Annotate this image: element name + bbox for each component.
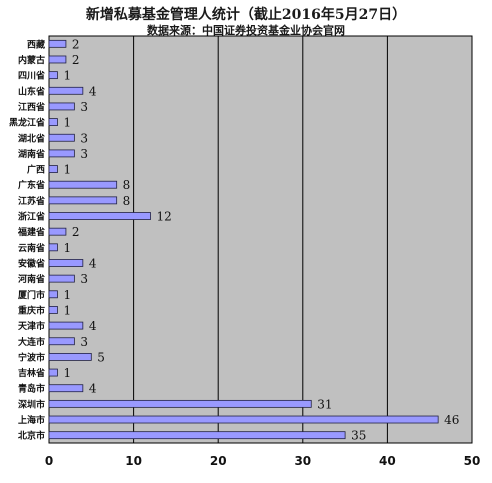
value-label-8: 1 [63, 163, 71, 177]
bar-19 [48, 337, 75, 346]
value-label-24: 46 [444, 413, 459, 427]
value-label-15: 3 [80, 272, 88, 286]
category-label-10: 江苏省 [18, 195, 45, 207]
category-label-6: 湖北省 [18, 132, 45, 144]
value-label-20: 5 [97, 350, 105, 364]
category-label-18: 天津市 [18, 320, 45, 332]
value-label-0: 2 [72, 37, 80, 51]
chart-subtitle: 数据来源：中国证券投资基金业协会官网 [147, 24, 345, 37]
value-label-13: 1 [63, 241, 71, 255]
bar-9 [48, 180, 118, 189]
chart-title: 新增私募基金管理人统计（截止2016年5月27日） [85, 7, 407, 23]
bar-7 [48, 149, 75, 158]
x-tick-label-4: 40 [379, 454, 396, 468]
category-label-13: 云南省 [18, 242, 45, 254]
category-label-11: 浙江省 [18, 211, 45, 223]
category-label-0: 西藏 [27, 38, 45, 50]
value-label-6: 3 [80, 131, 88, 145]
category-label-7: 湖南省 [18, 148, 45, 160]
bar-20 [48, 353, 92, 361]
value-label-5: 1 [63, 116, 71, 130]
value-label-23: 31 [317, 397, 332, 411]
value-label-18: 4 [89, 319, 97, 333]
category-label-14: 安徽省 [18, 257, 45, 269]
category-label-1: 内蒙古 [18, 54, 45, 66]
value-label-9: 8 [123, 178, 131, 192]
category-label-19: 大连市 [18, 336, 45, 348]
category-label-2: 四川省 [18, 70, 45, 82]
plot-area [48, 35, 473, 444]
category-label-5: 黑龙江省 [9, 117, 45, 129]
value-label-19: 3 [80, 335, 88, 349]
bar-4 [48, 102, 75, 111]
value-label-2: 1 [63, 69, 71, 83]
bar-15 [48, 274, 75, 283]
bar-3 [48, 86, 84, 95]
category-label-12: 福建省 [17, 226, 45, 238]
category-label-4: 江西省 [18, 101, 45, 113]
bar-6 [48, 133, 75, 142]
bar-5 [48, 118, 58, 126]
value-label-11: 12 [157, 210, 172, 224]
category-label-8: 广西 [27, 164, 45, 176]
category-label-25: 北京市 [18, 430, 45, 442]
value-label-14: 4 [89, 256, 97, 270]
category-label-24: 上海市 [18, 414, 45, 426]
x-tick-label-1: 10 [125, 454, 142, 468]
x-tick-label-2: 20 [210, 454, 227, 468]
bar-13 [48, 243, 58, 252]
x-tick-label-0: 0 [45, 454, 53, 468]
bar-24 [48, 415, 439, 424]
category-label-22: 青岛市 [18, 383, 45, 395]
x-tick-label-5: 50 [464, 454, 481, 468]
bar-2 [48, 71, 58, 80]
value-label-3: 4 [89, 84, 97, 98]
value-label-4: 3 [80, 100, 88, 114]
value-label-7: 3 [80, 147, 88, 161]
bar-23 [48, 399, 312, 408]
bar-18 [48, 321, 84, 330]
bar-21 [48, 368, 58, 377]
value-label-17: 1 [63, 303, 71, 317]
bar-10 [48, 196, 118, 205]
category-label-17: 重庆市 [18, 304, 45, 316]
bar-25 [48, 431, 346, 440]
bar-17 [48, 306, 58, 314]
bar-12 [48, 227, 67, 236]
value-label-21: 1 [63, 366, 71, 380]
bar-22 [48, 384, 84, 393]
category-label-9: 广东省 [18, 179, 45, 191]
value-label-1: 2 [72, 53, 80, 67]
category-label-15: 河南省 [18, 273, 45, 285]
category-label-23: 深圳市 [18, 398, 45, 410]
value-label-25: 35 [351, 429, 366, 443]
bar-1 [48, 55, 67, 64]
bar-0 [48, 39, 67, 48]
bar-11 [48, 212, 151, 220]
bar-14 [48, 259, 84, 267]
bar-8 [48, 165, 58, 173]
category-label-20: 宁波市 [18, 351, 45, 363]
x-tick-label-3: 30 [294, 454, 311, 468]
category-label-16: 厦门市 [18, 289, 45, 301]
value-label-12: 2 [72, 225, 80, 239]
category-label-21: 吉林省 [18, 367, 45, 379]
value-label-10: 8 [123, 194, 131, 208]
category-label-3: 山东省 [18, 85, 45, 97]
value-label-16: 1 [63, 288, 71, 302]
value-label-22: 4 [89, 382, 97, 396]
bar-16 [48, 290, 58, 299]
